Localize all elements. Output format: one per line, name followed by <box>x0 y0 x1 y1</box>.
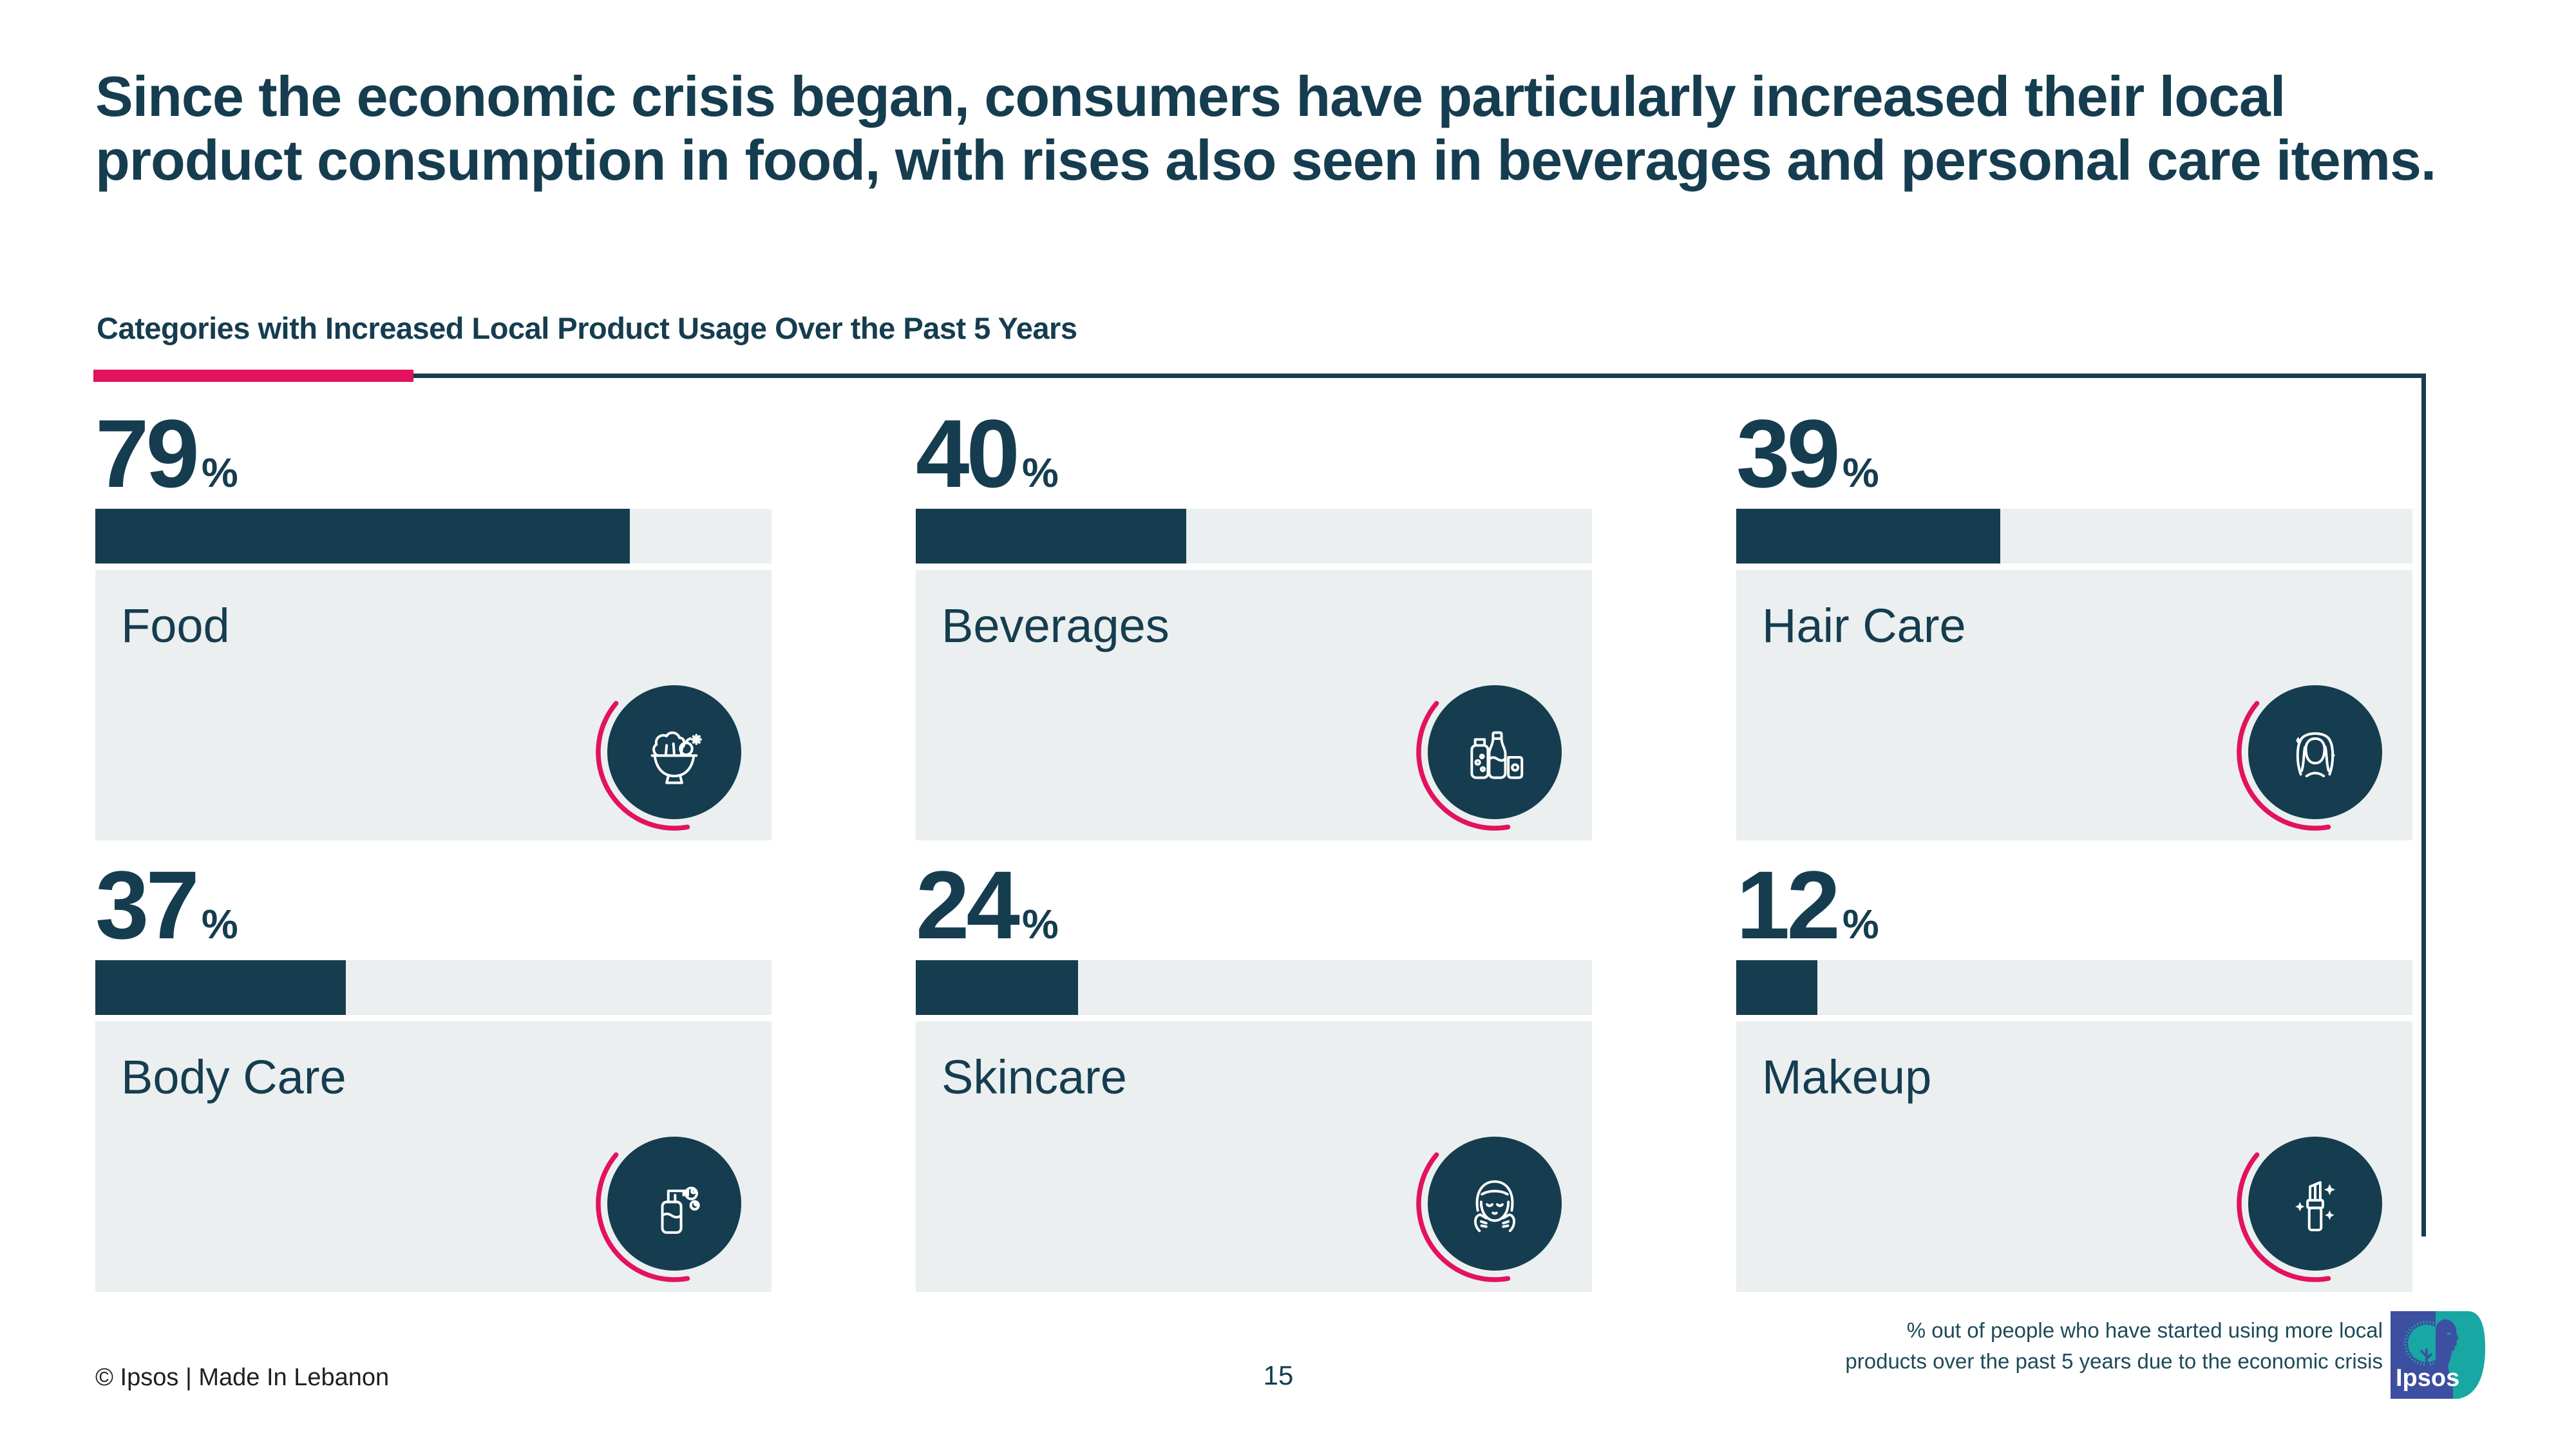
stat-number-text: 40 <box>916 399 1020 507</box>
category-card: 12% Makeup <box>1736 856 2412 1292</box>
stat-value: 37% <box>95 856 772 954</box>
category-card: 39% Hair Care <box>1736 404 2412 840</box>
stat-bar-fill <box>1736 509 2000 564</box>
category-label: Hair Care <box>1762 599 1966 652</box>
food-bowl-icon <box>594 672 755 833</box>
ipsos-logo-text: Ipsos <box>2396 1365 2459 1392</box>
category-tile: Body Care <box>95 1021 772 1292</box>
frame-right-line <box>2421 374 2426 1236</box>
stat-number-text: 39 <box>1736 399 1841 507</box>
stat-bar-fill <box>916 509 1186 564</box>
stat-number-text: 12 <box>1736 851 1841 959</box>
accent-underline <box>93 370 413 382</box>
stats-grid: 79% Food 40% Beverages <box>95 404 2412 1292</box>
page-title-line-1: Since the economic crisis began, consume… <box>95 64 2286 128</box>
stat-bar-fill <box>95 509 630 564</box>
category-label: Body Care <box>121 1050 346 1104</box>
category-tile: Hair Care <box>1736 570 2412 840</box>
category-tile: Skincare <box>916 1021 1592 1292</box>
stat-number-text: 24 <box>916 851 1020 959</box>
stat-value: 12% <box>1736 856 2412 954</box>
category-label: Food <box>121 599 230 652</box>
stat-bar-track <box>916 960 1592 1015</box>
stat-bar-fill <box>95 960 346 1015</box>
stat-bar-fill <box>1736 960 1817 1015</box>
stat-bar-track <box>95 509 772 564</box>
category-card: 24% Skincare <box>916 856 1592 1292</box>
stat-value: 79% <box>95 404 772 502</box>
lipstick-icon <box>2235 1123 2396 1284</box>
page-number: 15 <box>1263 1360 1294 1390</box>
stat-bar-track <box>1736 509 2412 564</box>
category-tile: Food <box>95 570 772 840</box>
pump-bottle-icon <box>594 1123 755 1284</box>
category-card: 40% Beverages <box>916 404 1592 840</box>
footer-note-line-1: % out of people who have started using m… <box>1906 1318 2383 1342</box>
category-tile: Makeup <box>1736 1021 2412 1292</box>
stat-percent-sign: % <box>1842 450 1879 496</box>
beverage-bottles-icon <box>1414 672 1575 833</box>
stat-bar-track <box>916 509 1592 564</box>
page-title: Since the economic crisis began, consume… <box>95 64 2478 193</box>
face-wash-icon <box>1414 1123 1575 1284</box>
footer-note: % out of people who have started using m… <box>1845 1315 2383 1377</box>
category-tile: Beverages <box>916 570 1592 840</box>
category-label: Makeup <box>1762 1050 1932 1104</box>
category-card: 79% Food <box>95 404 772 840</box>
stat-percent-sign: % <box>1842 901 1879 947</box>
woman-hair-icon <box>2235 672 2396 833</box>
stat-value: 24% <box>916 856 1592 954</box>
footer-note-line-2: products over the past 5 years due to th… <box>1845 1349 2383 1373</box>
stat-number-text: 79 <box>95 399 200 507</box>
category-card: 37% Body Care <box>95 856 772 1292</box>
stat-value: 40% <box>916 404 1592 502</box>
section-title: Categories with Increased Local Product … <box>97 311 1077 345</box>
stat-bar-track <box>1736 960 2412 1015</box>
category-label: Skincare <box>942 1050 1127 1104</box>
stat-number-text: 37 <box>95 851 200 959</box>
frame-top-line <box>413 374 2424 378</box>
ipsos-logo: Ipsos <box>2391 1311 2486 1399</box>
footer-copyright: © Ipsos | Made In Lebanon <box>95 1364 390 1391</box>
stat-bar-track <box>95 960 772 1015</box>
stat-percent-sign: % <box>1021 901 1059 947</box>
stat-percent-sign: % <box>201 450 238 496</box>
stat-value: 39% <box>1736 404 2412 502</box>
category-label: Beverages <box>942 599 1170 652</box>
stat-percent-sign: % <box>1021 450 1059 496</box>
stat-bar-fill <box>916 960 1078 1015</box>
stat-percent-sign: % <box>201 901 238 947</box>
page-title-line-2: product consumption in food, with rises … <box>95 128 2436 193</box>
